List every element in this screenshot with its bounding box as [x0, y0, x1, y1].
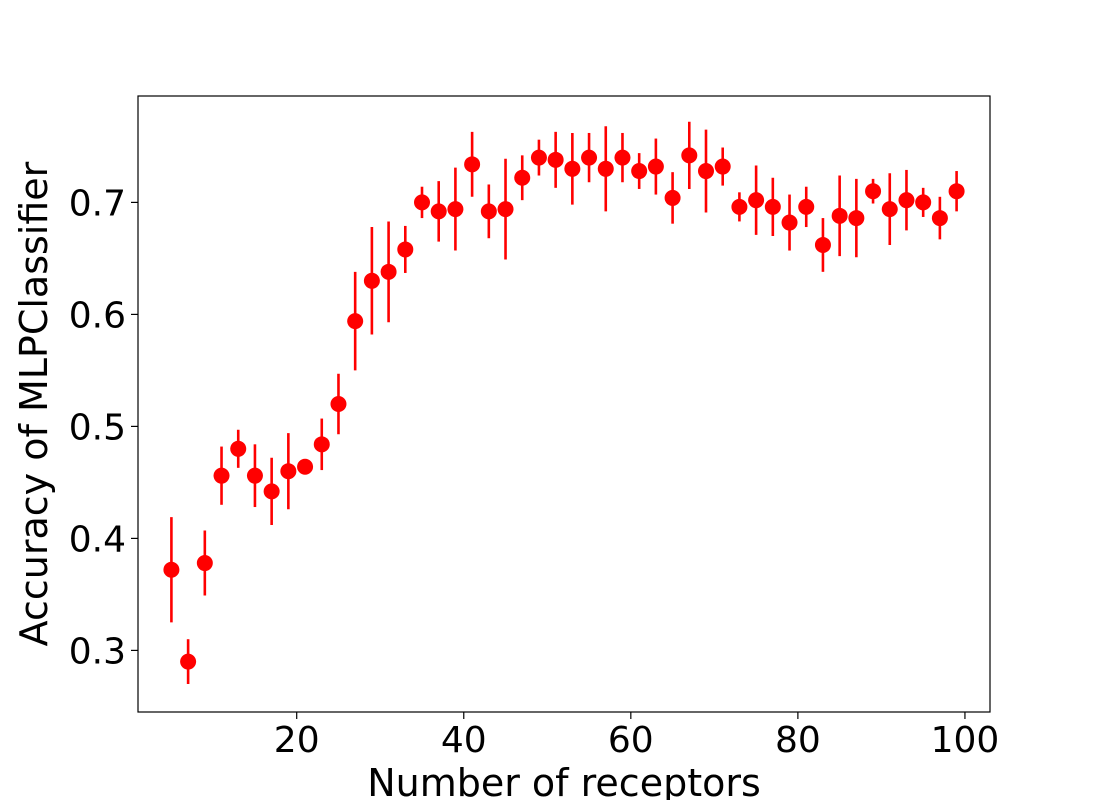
data-point [380, 263, 397, 280]
y-axis-title: Accuracy of MLPClassifier [12, 161, 56, 646]
data-point [698, 163, 714, 180]
data-point [781, 214, 798, 231]
data-point [430, 203, 447, 220]
x-axis-ticks: 20 40 60 80 100 [274, 712, 1000, 761]
data-point [547, 151, 564, 168]
data-point [647, 158, 664, 175]
data-point [347, 313, 364, 330]
data-point [414, 194, 430, 211]
data-point [480, 203, 497, 220]
data-point [798, 198, 815, 215]
x-tick-label: 60 [608, 720, 654, 761]
data-point [363, 272, 380, 289]
data-point [931, 210, 948, 227]
data-point [631, 163, 648, 180]
data-point [881, 201, 898, 218]
data-point [230, 440, 247, 457]
data-point [464, 156, 481, 173]
data-point [514, 169, 531, 186]
data-point [848, 210, 865, 227]
x-tick-label: 80 [775, 720, 821, 761]
y-tick-label: 0.4 [69, 519, 126, 560]
data-point [714, 158, 731, 175]
data-point [681, 147, 698, 164]
data-point [330, 396, 347, 412]
data-point [731, 198, 748, 215]
marker-layer [163, 147, 965, 670]
y-axis-ticks: 0.3 0.4 0.5 0.6 0.7 [69, 183, 138, 672]
data-point [447, 201, 464, 218]
data-point [614, 149, 631, 166]
data-point [764, 198, 781, 215]
data-point [530, 149, 547, 166]
data-point [280, 463, 297, 480]
y-tick-label: 0.3 [69, 631, 126, 672]
data-point [581, 149, 598, 166]
y-tick-label: 0.5 [69, 407, 126, 448]
y-tick-label: 0.6 [69, 295, 126, 336]
data-point [297, 458, 314, 475]
data-point [597, 160, 614, 177]
data-point [564, 160, 581, 177]
data-point [180, 653, 197, 670]
data-point [664, 189, 681, 206]
data-point [163, 561, 180, 578]
x-tick-label: 20 [274, 720, 320, 761]
data-point [397, 241, 414, 258]
data-point [898, 192, 915, 209]
x-tick-label: 40 [441, 720, 487, 761]
data-point [497, 201, 514, 218]
x-tick-label: 100 [931, 720, 1000, 761]
data-point [313, 436, 330, 453]
data-point [213, 467, 230, 484]
data-point [263, 483, 280, 500]
data-point [814, 236, 831, 253]
data-point [196, 555, 213, 572]
x-axis-title: Number of receptors [367, 761, 761, 800]
y-tick-label: 0.7 [69, 183, 126, 224]
data-point [831, 207, 848, 224]
data-point [915, 194, 932, 211]
data-point [748, 192, 765, 209]
plot-frame [137, 95, 991, 713]
data-point [246, 467, 263, 484]
data-point [865, 183, 882, 200]
data-point [948, 183, 965, 200]
